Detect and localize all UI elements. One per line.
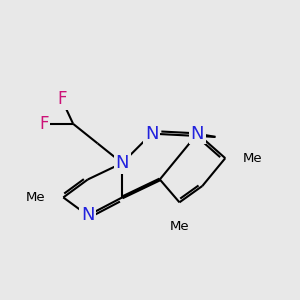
Text: N: N <box>81 206 94 224</box>
Text: F: F <box>57 90 66 108</box>
Text: Me: Me <box>26 191 45 204</box>
Text: Me: Me <box>169 220 189 233</box>
Text: N: N <box>116 154 129 172</box>
Text: N: N <box>145 124 158 142</box>
Text: N: N <box>191 124 204 142</box>
Text: F: F <box>39 115 48 133</box>
Text: Me: Me <box>243 152 263 165</box>
